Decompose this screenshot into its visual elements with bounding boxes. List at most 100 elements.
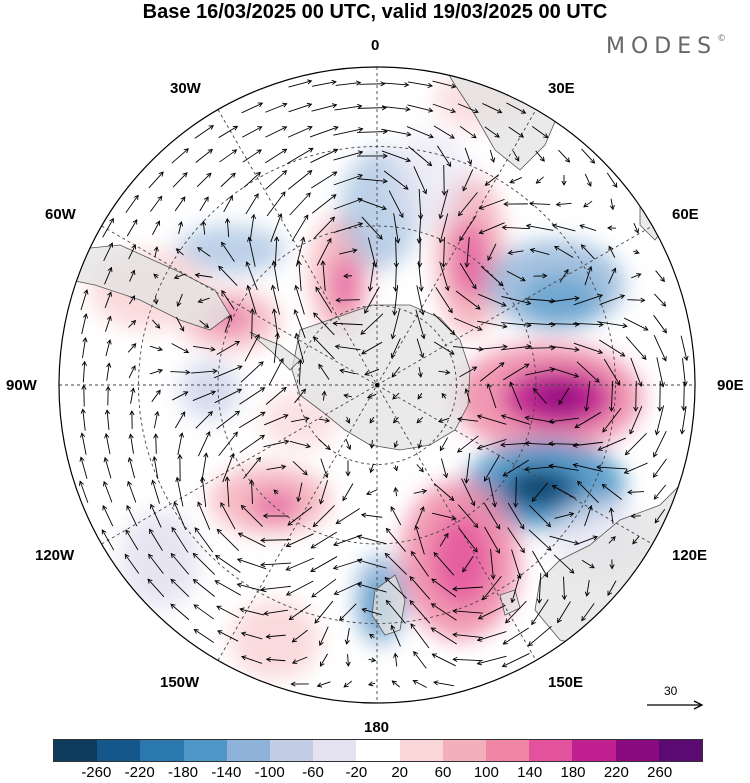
wind-arrow	[583, 200, 593, 208]
wind-arrow	[367, 681, 376, 687]
wind-arrow	[218, 125, 239, 139]
colorbar-swatch	[356, 740, 400, 761]
wind-arrow	[195, 148, 214, 163]
wind-arrow	[177, 432, 184, 456]
wind-arrow	[82, 336, 88, 359]
wind-arrow	[191, 368, 218, 374]
wind-arrow	[388, 190, 404, 219]
wind-arrow	[236, 582, 267, 593]
wind-arrow	[608, 245, 616, 258]
wind-arrow	[407, 104, 434, 113]
wind-arrow	[334, 103, 363, 111]
wind-arrow	[630, 513, 641, 519]
wind-arrow	[244, 333, 260, 362]
wind-arrow	[192, 390, 217, 401]
wind-arrow	[573, 342, 604, 355]
wind-arrow	[80, 432, 87, 455]
wind-arrow	[291, 629, 308, 643]
wind-arrow	[524, 466, 555, 472]
colorbar-swatch	[140, 740, 184, 761]
wind-arrow	[297, 358, 304, 385]
wind-arrow	[296, 482, 303, 503]
wind-arrow	[333, 150, 364, 161]
wind-arrow	[478, 222, 505, 235]
wind-arrow	[439, 261, 450, 292]
wind-arrow	[439, 532, 449, 547]
wind-arrow	[536, 572, 542, 604]
wind-arrow	[174, 411, 186, 429]
wind-arrow	[383, 82, 410, 88]
wind-arrow	[78, 480, 89, 503]
wind-arrow	[682, 358, 688, 387]
wind-arrow	[175, 476, 184, 507]
wind-arrow	[438, 213, 449, 244]
wind-arrow	[265, 656, 286, 663]
wind-arrow	[410, 623, 430, 649]
wind-arrow	[433, 680, 455, 687]
wind-arrow	[148, 553, 164, 574]
wind-arrow	[333, 127, 364, 136]
wind-arrow	[335, 508, 360, 524]
wind-arrow	[221, 289, 235, 310]
wind-arrow	[357, 105, 388, 111]
wind-arrow	[314, 600, 334, 624]
wind-arrow	[273, 489, 279, 495]
wind-arrow	[437, 417, 450, 423]
wind-arrow	[654, 293, 667, 307]
wind-arrow	[81, 384, 87, 407]
wind-arrow	[239, 607, 264, 616]
wind-arrow	[80, 408, 86, 431]
wind-arrow	[243, 456, 262, 479]
colorbar-tick-label: -60	[302, 764, 324, 781]
colorbar-swatch	[658, 740, 703, 761]
wind-arrow	[528, 529, 552, 551]
wind-arrow	[462, 555, 474, 573]
wind-arrow	[602, 407, 622, 433]
wind-arrow	[173, 273, 186, 280]
wind-arrow	[213, 365, 243, 379]
wind-arrow	[625, 336, 647, 360]
wind-arrow	[553, 554, 575, 574]
wind-arrow	[153, 296, 159, 305]
wind-arrow	[214, 554, 241, 573]
wind-arrow	[294, 284, 305, 315]
wind-arrow	[266, 464, 287, 471]
wind-arrow	[548, 321, 580, 327]
lon-label-90e: 90E	[717, 377, 744, 394]
wind-arrow	[128, 244, 137, 260]
wind-arrow	[81, 313, 88, 335]
wind-arrow	[417, 236, 423, 268]
wind-arrow	[241, 102, 264, 114]
wind-arrow	[477, 344, 508, 350]
wind-arrow	[249, 308, 255, 340]
wind-arrow	[561, 576, 567, 601]
wind-arrow	[148, 171, 164, 189]
wind-arrow	[417, 366, 423, 378]
wind-arrow	[171, 526, 189, 553]
wind-arrow	[79, 456, 88, 479]
colorbar-tick-label: -140	[211, 764, 242, 781]
wind-arrow	[464, 147, 473, 166]
wind-arrow	[260, 537, 292, 543]
wind-arrow	[221, 241, 235, 262]
wind-arrow	[103, 480, 113, 503]
colorbar-tick-label: 260	[647, 764, 673, 781]
wind-arrow	[356, 582, 387, 593]
wind-arrow	[506, 270, 526, 282]
wind-arrow	[192, 552, 216, 575]
wind-arrow	[265, 148, 288, 164]
wind-arrow	[127, 343, 137, 353]
wind-arrow	[438, 189, 449, 220]
wind-arrow	[128, 433, 134, 454]
wind-arrow	[656, 357, 665, 388]
wind-arrow	[441, 392, 447, 399]
wind-arrow	[584, 381, 591, 412]
wind-arrow	[364, 368, 380, 376]
colorbar-tick-label: -180	[167, 764, 199, 781]
wind-arrow	[175, 316, 185, 332]
wind-arrow	[174, 196, 186, 212]
wind-arrow	[216, 340, 241, 355]
wind-arrow	[456, 435, 479, 453]
wind-arrow	[265, 386, 287, 405]
wind-arrow	[509, 177, 523, 184]
